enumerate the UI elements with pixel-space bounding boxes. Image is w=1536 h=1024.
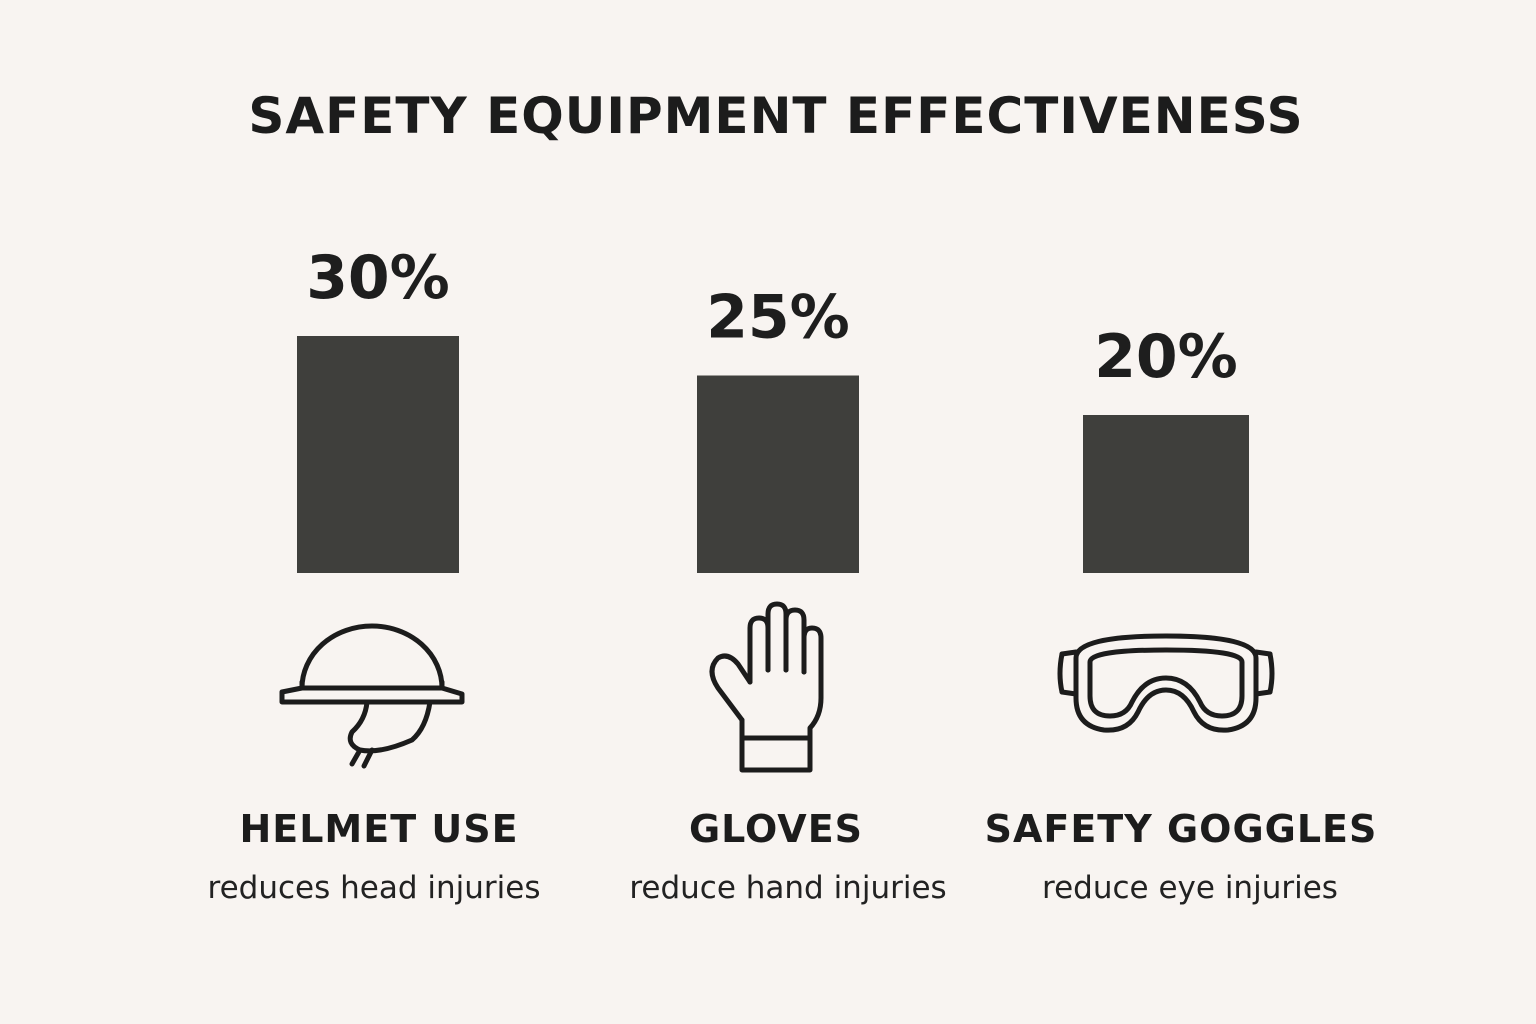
category-label-gloves: GLOVES (688, 807, 864, 851)
glove-icon (698, 598, 838, 778)
value-label-helmet: 30% (306, 243, 450, 313)
category-desc-goggles: reduce eye injuries (1042, 870, 1338, 906)
category-desc-helmet: reduces head injuries (207, 870, 541, 906)
goggles-icon (1054, 628, 1278, 740)
hard-hat-icon (272, 612, 472, 772)
bar-helmet (297, 336, 459, 573)
bar-goggles (1083, 415, 1249, 573)
category-label-helmet: HELMET USE (239, 807, 519, 851)
category-desc-gloves: reduce hand injuries (629, 870, 947, 906)
value-label-goggles: 20% (1094, 322, 1238, 392)
chart-title: SAFETY EQUIPMENT EFFECTIVENESS (248, 87, 1304, 145)
bar-gloves (697, 375, 859, 573)
category-label-goggles: SAFETY GOGGLES (984, 807, 1378, 851)
value-label-gloves: 25% (706, 283, 850, 353)
